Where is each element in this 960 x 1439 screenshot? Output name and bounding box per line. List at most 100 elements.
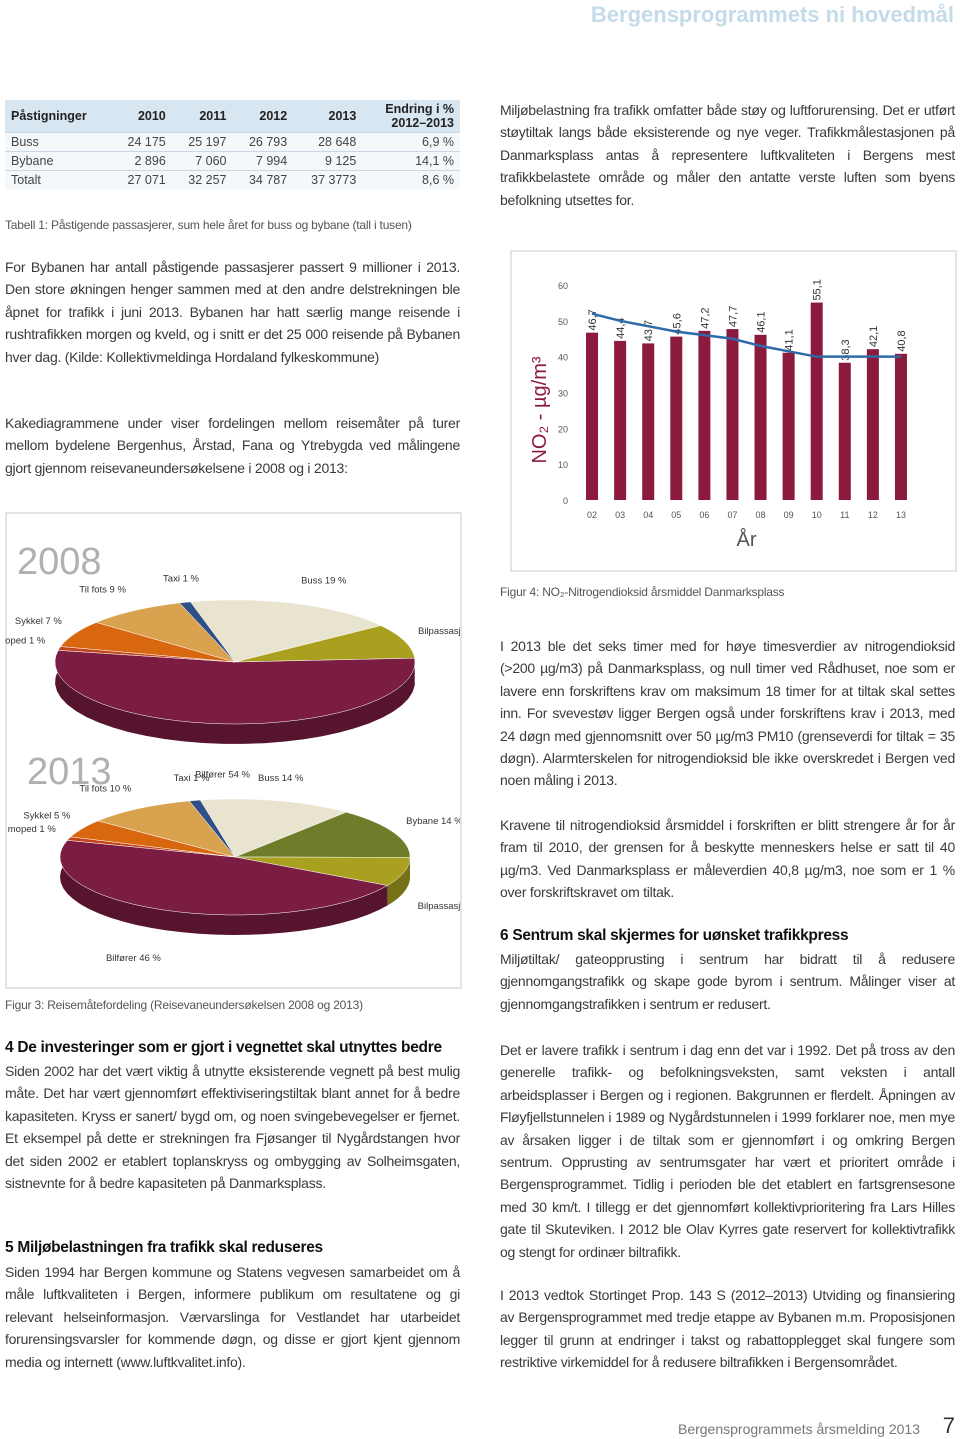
pie-label: Bilpassasjer 8 %	[418, 901, 460, 912]
figure-frame	[510, 250, 957, 572]
table-cell: 7 060	[171, 151, 233, 171]
pie-label: Til fots 10 %	[79, 784, 131, 795]
pie-slice-side	[55, 650, 415, 744]
pie-slice	[95, 602, 236, 663]
pie-slice	[234, 811, 411, 858]
section-heading: 6 Sentrum skal skjermes for uønsket traf…	[500, 927, 849, 944]
value-label: 46,1	[756, 311, 768, 332]
data-table: Påstigninger 2010 2011 2012 2013 Endring…	[5, 100, 460, 189]
x-tick-label: 03	[615, 510, 625, 520]
pie-slice	[199, 798, 347, 858]
pie-label: Bilfører 54 %	[195, 770, 250, 781]
table-cell: Buss	[5, 132, 112, 152]
y-tick-label: 50	[558, 317, 568, 327]
table-header: 2010	[111, 100, 172, 133]
x-tick-label: 02	[587, 510, 597, 520]
table-cell: 7 994	[232, 151, 294, 171]
x-tick-label: 04	[643, 510, 653, 520]
table-cell: 37 3773	[293, 170, 363, 189]
bar	[838, 362, 851, 500]
table-cell: Totalt	[5, 170, 112, 189]
y-tick-label: 40	[558, 353, 568, 363]
table-header: Påstigninger	[5, 100, 112, 133]
figure-frame	[5, 512, 462, 989]
value-label: 47,2	[699, 307, 711, 328]
value-label: 41,1	[784, 329, 796, 350]
bar	[642, 343, 655, 500]
x-tick-label: 05	[671, 510, 681, 520]
table-header-row: Påstigninger 2010 2011 2012 2013 Endring…	[5, 100, 460, 133]
bar	[726, 329, 739, 500]
paragraph: Det er lavere trafikk i sentrum i dag en…	[500, 1042, 955, 1260]
paragraph: I 2013 ble det seks timer med for høye t…	[500, 638, 955, 789]
paragraph: Kravene til nitrogendioksid årsmiddel i …	[500, 817, 955, 901]
x-tick-label: 12	[868, 510, 878, 520]
bar	[586, 332, 599, 500]
table-header: Endring i % 2012–2013	[362, 100, 460, 133]
value-label: 43,7	[643, 320, 655, 341]
y-tick-label: 60	[558, 281, 568, 291]
value-label: 38,3	[840, 339, 852, 360]
pie-label: Buss 14 %	[258, 773, 304, 784]
table-row: Bybane 2 896 7 060 7 994 9 125 14,1 %	[5, 151, 460, 171]
pie-slice	[60, 622, 236, 663]
pie-label: Sykkel 5 %	[23, 811, 71, 822]
y-axis-label: NO₂ - µg/m³	[529, 356, 551, 463]
value-label: 55,1	[812, 279, 824, 300]
table-cell: 32 257	[171, 170, 233, 189]
pie-slice	[234, 625, 415, 663]
pie-label: Sykkel 7 %	[15, 616, 63, 627]
y-tick-label: 30	[558, 389, 568, 399]
table-caption: Tabell 1: Påstigende passasjerer, sum he…	[5, 218, 412, 232]
paragraph: Siden 2002 har det vært viktig å utnytte…	[5, 1063, 460, 1192]
value-label: 47,7	[727, 306, 739, 327]
pie-label: MC, moped 1 %	[5, 824, 56, 835]
pie-label: Bilpassasjer 9 %	[418, 626, 460, 637]
pie-charts: 2008 Buss 19 % Bilpassasjer 9 % Bilfører 54…	[5, 541, 460, 964]
x-tick-label: 13	[896, 510, 906, 520]
pie-label: Bybane 14 %	[406, 816, 460, 827]
pie-slice	[188, 799, 236, 858]
bar	[698, 330, 711, 500]
paragraph: I 2013 vedtok Stortinget Prop. 143 S (20…	[500, 1287, 955, 1371]
pie-label: Til fots 9 %	[79, 585, 126, 596]
table-body: Buss 24 175 25 197 26 793 28 648 6,9 % Bybane 2…	[5, 132, 460, 189]
pie-label: Buss 19 %	[301, 575, 347, 586]
table-row: Buss 24 175 25 197 26 793 28 648 6,9 %	[5, 132, 460, 152]
pie-slice	[54, 650, 416, 725]
y-tick-label: 10	[558, 460, 568, 470]
pie-label: Taxi 1 %	[163, 574, 199, 585]
table-header: 2011	[171, 100, 233, 133]
x-tick-label: 06	[699, 510, 709, 520]
table-cell: 2 896	[111, 151, 172, 171]
bar	[614, 340, 627, 500]
table-cell: 27 071	[111, 170, 172, 189]
paragraph: For Bybanen har antall påstigende passas…	[5, 259, 460, 365]
section-heading: 4 De investeringer som er gjort i vegnet…	[5, 1039, 442, 1056]
pie-slice	[179, 601, 236, 663]
bar	[866, 349, 879, 500]
value-label: 46,7	[587, 309, 599, 330]
figure-caption: Figur 3: Reisemåtefordeling (Reisevaneun…	[5, 998, 363, 1012]
table-header: 2012	[232, 100, 294, 133]
pie-label: MC, moped 1 %	[5, 636, 46, 647]
x-tick-label: 11	[840, 510, 849, 520]
table-cell: 26 793	[232, 132, 294, 152]
paragraph: Kakediagrammene under viser fordelingen …	[5, 415, 460, 476]
table-cell: 14,1 %	[362, 151, 460, 171]
no2-chart: 0 10 20 30 40 50 60 NO₂ - µg/m³ År 02 03 04 05 06 07 08…	[529, 279, 908, 551]
table-cell: 8,6 %	[362, 170, 460, 189]
pie-slice	[189, 599, 382, 663]
x-tick-label: 08	[756, 510, 766, 520]
pie-label: Bilfører 46 %	[106, 953, 161, 964]
line	[591, 312, 901, 358]
table-cell: 6,9 %	[362, 132, 460, 152]
section-heading: 5 Miljøbelastningen fra trafikk skal red…	[5, 1239, 323, 1256]
table-cell: 9 125	[293, 151, 363, 171]
value-label: 42,1	[868, 326, 880, 347]
table-cell: 34 787	[232, 170, 294, 189]
table-cell: 24 175	[111, 132, 172, 152]
bar	[810, 302, 823, 500]
